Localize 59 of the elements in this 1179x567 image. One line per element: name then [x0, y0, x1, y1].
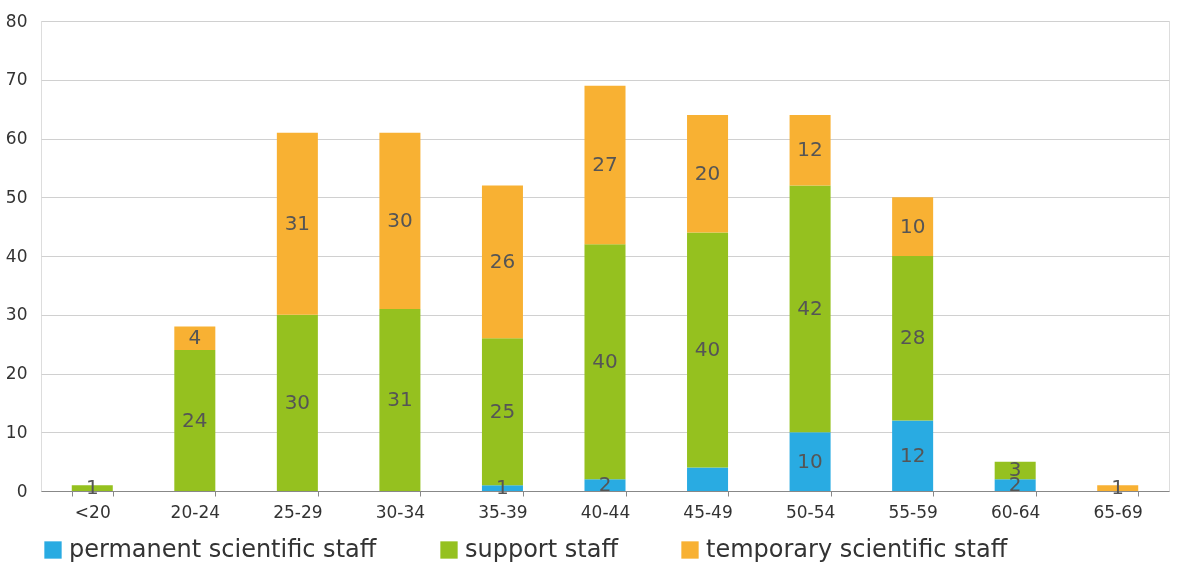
x-tick-label: 35-39 — [478, 501, 528, 522]
y-tick-label: 50 — [5, 186, 28, 207]
y-tick-label: 20 — [5, 363, 28, 383]
x-tick-label: 25-29 — [273, 501, 323, 522]
bar — [892, 256, 934, 421]
x-tick-label: 65-69 — [1093, 501, 1143, 522]
data-label: 28 — [899, 325, 926, 350]
data-label: 25 — [489, 398, 516, 423]
bar — [276, 132, 318, 315]
data-label: 20 — [694, 160, 721, 185]
bar — [687, 467, 729, 491]
data-label: 10 — [899, 213, 926, 238]
bar — [789, 185, 831, 433]
bar — [584, 479, 626, 491]
y-tick-label: 0 — [16, 480, 28, 501]
y-tick-label: 70 — [5, 69, 28, 90]
data-label: 10 — [797, 448, 823, 473]
bar — [379, 132, 421, 309]
data-label: 12 — [899, 442, 926, 467]
bar — [276, 314, 318, 491]
bar — [789, 115, 831, 186]
legend-label: support staff — [465, 535, 619, 563]
x-tick-label: 50-54 — [785, 501, 836, 522]
x-tick-label: 40-44 — [580, 501, 631, 522]
y-tick-label: 60 — [5, 128, 28, 148]
bar — [481, 185, 523, 339]
x-tick-label: 30-34 — [375, 501, 426, 522]
y-tick-label: 80 — [5, 10, 28, 31]
data-label: 4 — [188, 325, 202, 350]
data-label: 40 — [694, 337, 721, 361]
bar — [379, 308, 421, 491]
bar — [892, 420, 934, 491]
legend-label: temporary scientific staff — [706, 535, 1008, 563]
x-tick-label: 20-24 — [170, 501, 221, 522]
data-label: 42 — [797, 295, 823, 320]
data-label: 26 — [489, 248, 516, 273]
y-tick-label: 40 — [5, 245, 28, 266]
bar — [687, 115, 729, 233]
bar — [584, 85, 626, 245]
data-label: 30 — [284, 389, 311, 414]
data-label: 31 — [284, 210, 311, 235]
legend-label: permanent scientific staff — [69, 535, 377, 563]
bar — [789, 432, 831, 491]
data-label: 27 — [592, 151, 618, 176]
data-label: 30 — [387, 207, 413, 232]
bar — [174, 350, 216, 491]
y-tick-label: 30 — [5, 304, 28, 325]
bar — [892, 197, 934, 256]
bar — [687, 232, 729, 468]
x-tick-label: 55-59 — [888, 501, 938, 522]
data-label: 31 — [387, 386, 413, 411]
x-tick-label: <20 — [74, 501, 111, 522]
y-tick-label: 10 — [5, 421, 28, 442]
x-tick-label: 60-64 — [990, 501, 1041, 522]
data-label: 12 — [797, 137, 823, 162]
data-label: 24 — [182, 407, 208, 432]
x-tick-label: 45-49 — [683, 501, 733, 522]
data-label: 2 — [598, 472, 612, 497]
data-label: 40 — [592, 348, 618, 373]
